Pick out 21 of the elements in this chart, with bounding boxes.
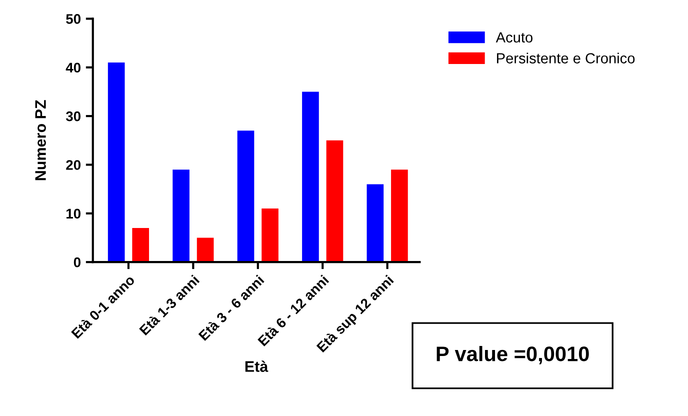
bar [172,170,190,262]
y-tick-label: 30 [66,111,81,122]
bar [302,92,319,262]
bar [391,170,408,262]
text: P value =0,0010 [436,346,589,364]
bar [237,130,254,262]
x-axis-title: Età [245,360,268,372]
y-tick-label: 20 [66,160,81,170]
bar [366,184,384,262]
bar [326,140,344,262]
y-axis-title: Numero PZ [35,100,46,180]
bar [132,228,150,262]
bar [108,62,125,262]
bar [262,208,278,262]
y-tick-label: 0 [74,257,81,268]
y-tick-label: 40 [66,62,81,73]
legend-label: Persistente e Cronico [497,52,635,64]
legend-label: Acuto [496,32,532,43]
y-tick-label: 50 [66,14,81,24]
y-tick-label: 10 [66,208,81,219]
bar [196,238,214,262]
